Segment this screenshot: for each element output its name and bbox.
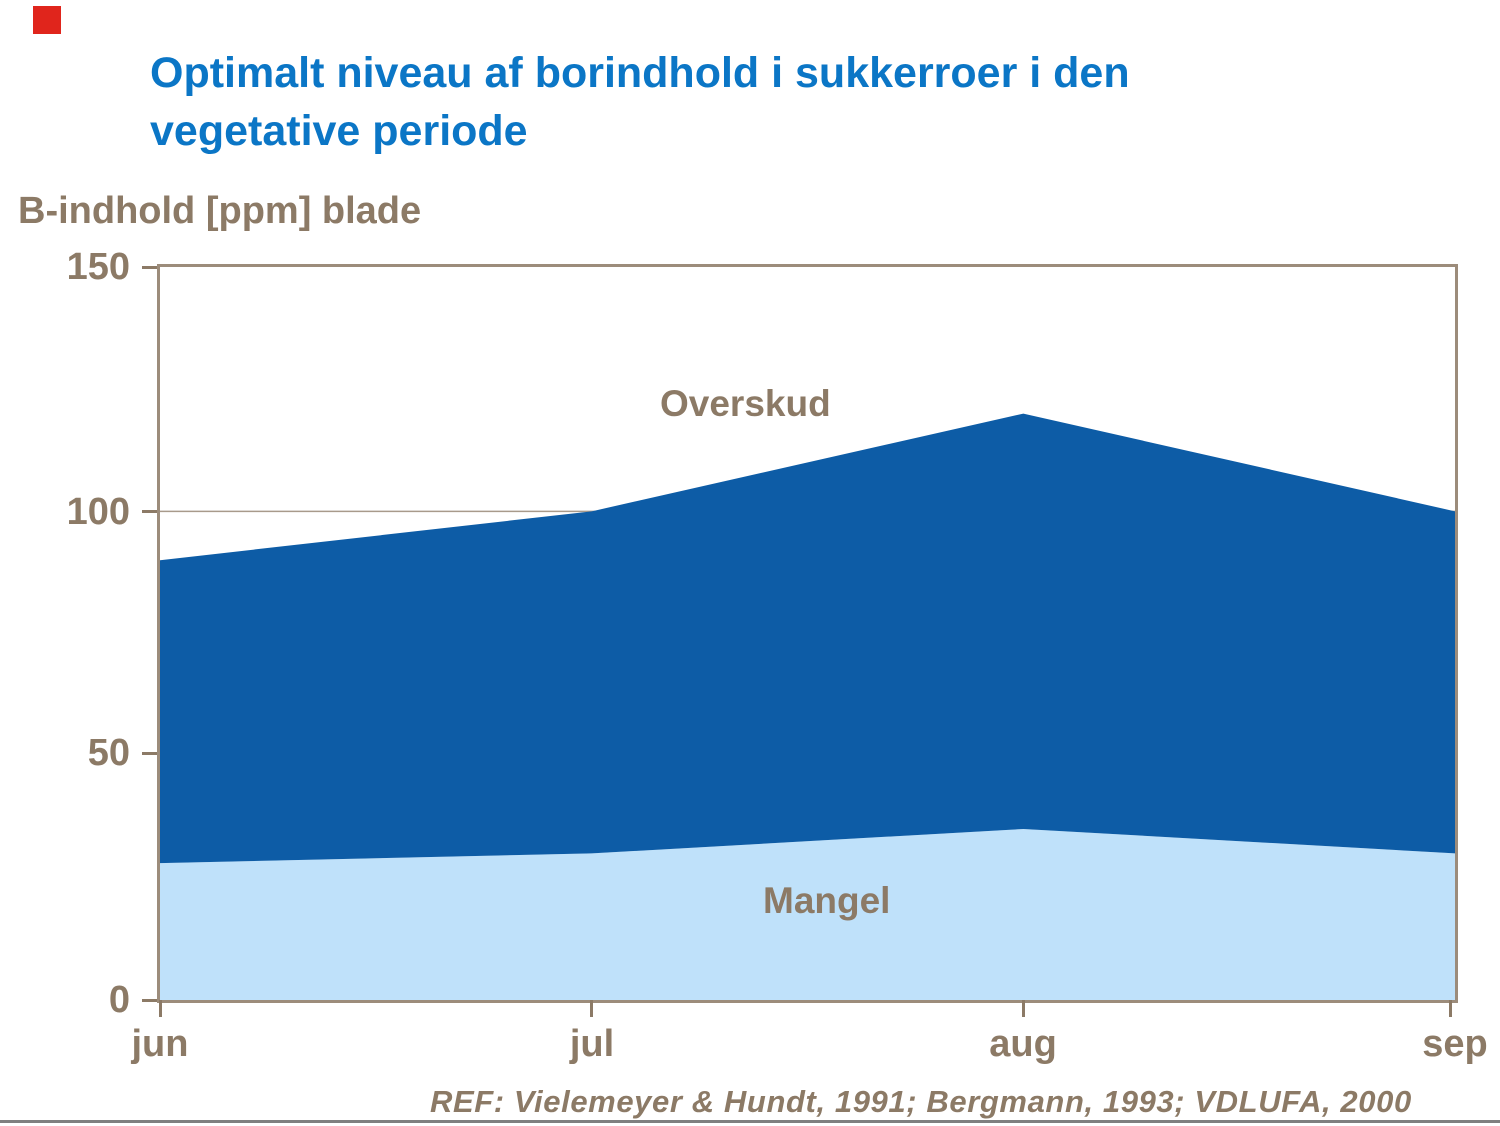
y-tick-label-100: 100	[66, 491, 130, 533]
x-tick-mark	[1022, 1000, 1025, 1017]
optimal-band-shape	[160, 413, 1455, 864]
mangel-area-shape	[160, 828, 1455, 1000]
zone-label-overskud: Overskud	[660, 383, 831, 424]
y-axis-title: B-indhold [ppm] blade	[18, 190, 422, 232]
reference-text: REF: Vielemeyer & Hundt, 1991; Bergmann,…	[430, 1084, 1412, 1119]
x-tick-label-jun: jun	[131, 1023, 189, 1065]
slide-title: Optimalt niveau af borindhold i sukkerro…	[150, 44, 1380, 160]
slide-title-line-2: vegetative periode	[150, 107, 528, 155]
x-tick-label-sep: sep	[1422, 1023, 1488, 1065]
y-tick-label-0: 0	[108, 979, 130, 1021]
y-tick-label-150: 150	[66, 246, 130, 288]
footer-divider-line	[0, 1120, 1500, 1123]
x-tick-label-aug: aug	[989, 1023, 1057, 1065]
x-tick-label-jul: jul	[569, 1023, 615, 1065]
x-tick-mark	[159, 1000, 162, 1017]
y-tick-mark	[142, 266, 158, 269]
slide-title-line-1: Optimalt niveau af borindhold i sukkerro…	[150, 49, 1130, 97]
y-tick-mark	[142, 510, 158, 513]
chart-plot-area	[157, 264, 1458, 1003]
y-tick-mark	[142, 999, 158, 1002]
y-tick-label-50: 50	[87, 732, 130, 774]
zone-label-mangel: Mangel	[763, 880, 891, 921]
x-tick-mark	[590, 1000, 593, 1017]
red-logo-square	[33, 6, 61, 34]
area-chart-svg	[160, 413, 1455, 1000]
y-tick-mark	[142, 752, 158, 755]
x-tick-mark	[1449, 1000, 1452, 1017]
